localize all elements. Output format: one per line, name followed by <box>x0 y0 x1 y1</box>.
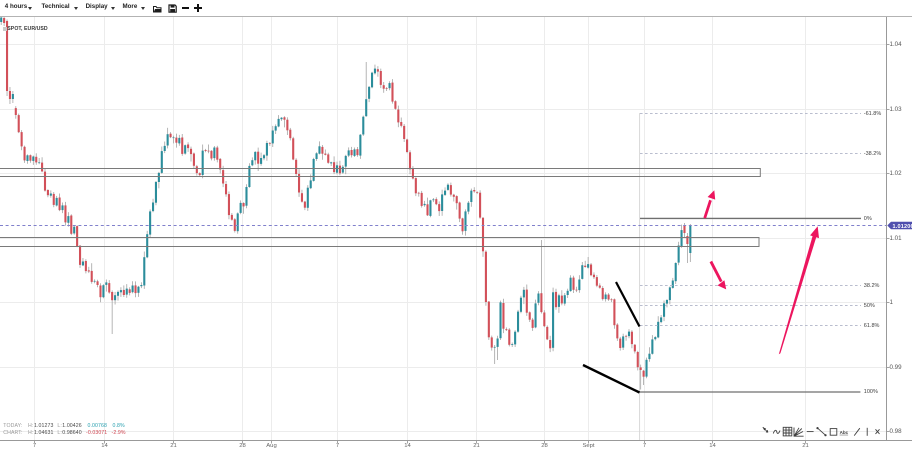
svg-text:1.01206: 1.01206 <box>893 224 912 230</box>
svg-text:Abc: Abc <box>840 430 849 435</box>
